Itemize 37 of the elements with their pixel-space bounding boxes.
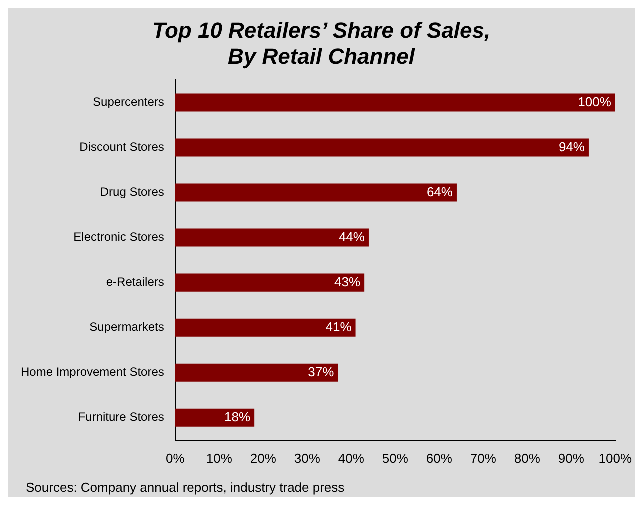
- y-tick-label: Furniture Stores: [78, 410, 164, 424]
- data-label: 43%: [334, 274, 362, 290]
- x-tick-label: 10%: [206, 450, 233, 466]
- bar: [175, 274, 365, 292]
- data-label: 64%: [426, 184, 454, 200]
- y-tick-label: Home Improvement Stores: [20, 365, 164, 380]
- bar: [175, 318, 356, 337]
- x-tick-label: 40%: [338, 450, 365, 466]
- chart-title: Top 10 Retailers’ Share of Sales, By Retail Channel: [151, 18, 492, 70]
- x-tick-label: 90%: [558, 450, 585, 466]
- y-tick-label: Supermarkets: [90, 320, 164, 334]
- data-label: 37%: [308, 364, 335, 380]
- data-label: 100%: [578, 94, 612, 110]
- y-tick-label: e-Retailers: [106, 275, 164, 290]
- bar: [175, 138, 589, 157]
- x-tick-label: 80%: [514, 450, 541, 466]
- x-tick-label: 20%: [250, 450, 277, 466]
- x-tick-label: 100%: [598, 450, 632, 466]
- x-tick-label: 0%: [166, 450, 186, 466]
- bar: [175, 228, 369, 247]
- x-tick-label: 60%: [426, 450, 453, 466]
- x-tick-label: 30%: [294, 450, 321, 466]
- bar: [175, 364, 338, 382]
- bar: [175, 94, 616, 112]
- data-label: 44%: [338, 229, 366, 244]
- data-label: 41%: [326, 319, 352, 334]
- data-label: 94%: [558, 139, 586, 154]
- data-label: 18%: [224, 409, 252, 424]
- y-tick-label: Discount Stores: [80, 140, 164, 154]
- x-tick-label: 70%: [470, 450, 497, 466]
- source-note: Sources: Company annual reports, industry trade press: [25, 479, 346, 495]
- x-tick-label: 50%: [382, 450, 409, 466]
- bar: [175, 408, 255, 427]
- y-tick-label: Drug Stores: [100, 185, 164, 200]
- y-tick-label: Electronic Stores: [74, 230, 164, 244]
- bar: [175, 184, 457, 202]
- y-tick-label: Supercenters: [93, 95, 164, 110]
